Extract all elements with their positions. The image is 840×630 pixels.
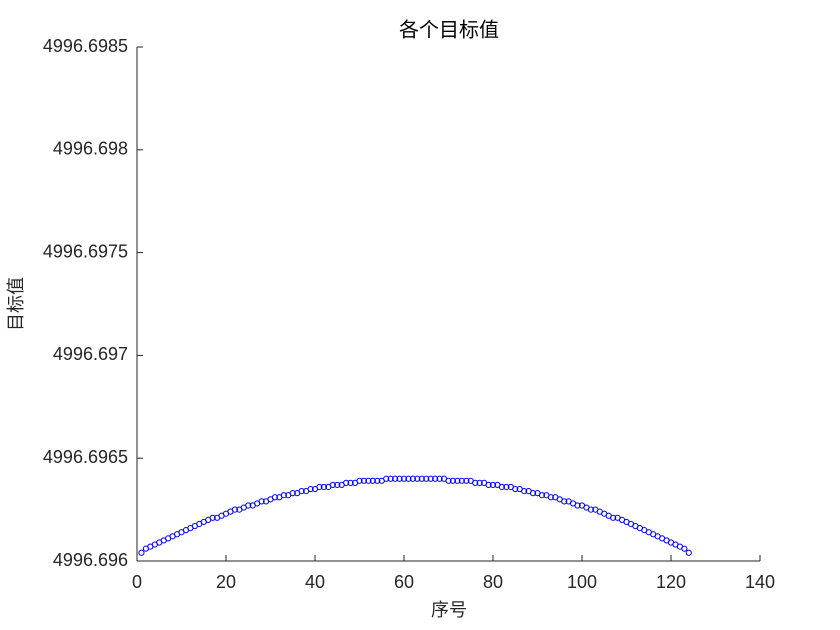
x-tick-label: 80 <box>483 572 503 592</box>
point <box>489 481 497 489</box>
point <box>392 475 399 482</box>
x-tick-label: 100 <box>567 572 597 592</box>
y-tick-label: 4996.6965 <box>43 447 128 467</box>
point <box>432 475 439 482</box>
y-axis-label: 目标值 <box>6 277 26 331</box>
point <box>436 475 443 482</box>
point <box>356 477 363 484</box>
x-tick-label: 20 <box>216 572 236 592</box>
point <box>383 475 390 482</box>
y-tick-label: 4996.697 <box>53 344 128 364</box>
point <box>316 483 323 491</box>
point <box>271 494 279 501</box>
point <box>258 498 265 505</box>
point <box>498 483 505 491</box>
x-tick-label: 0 <box>132 572 142 592</box>
point <box>472 479 479 486</box>
point <box>360 477 368 484</box>
point <box>298 487 305 495</box>
point <box>454 477 461 484</box>
y-tick-label: 4996.698 <box>53 139 128 159</box>
point <box>245 502 252 509</box>
point <box>503 483 510 491</box>
point <box>521 487 528 495</box>
point <box>307 485 314 493</box>
point <box>369 477 376 484</box>
y-tick-label: 4996.6985 <box>43 36 128 56</box>
point <box>343 479 350 486</box>
point <box>476 479 483 486</box>
point <box>427 475 434 482</box>
point <box>289 490 296 497</box>
point <box>529 490 537 497</box>
point <box>365 477 372 484</box>
point <box>587 506 595 513</box>
point <box>231 506 238 513</box>
x-tick-label: 120 <box>656 572 686 592</box>
point <box>418 475 425 482</box>
point <box>561 498 568 505</box>
point <box>547 494 554 501</box>
y-tick-label: 4996.696 <box>53 550 128 570</box>
point <box>209 514 216 521</box>
point <box>485 481 492 489</box>
point <box>574 502 581 509</box>
point <box>423 475 430 482</box>
x-tick-label: 40 <box>305 572 325 592</box>
point <box>463 477 470 484</box>
point <box>280 492 287 499</box>
x-axis-label: 序号 <box>431 600 467 620</box>
y-tick-label: 4996.6975 <box>43 241 128 261</box>
point <box>610 514 617 521</box>
point <box>409 475 416 482</box>
point <box>681 545 688 552</box>
point <box>387 475 394 482</box>
point <box>512 485 519 493</box>
point <box>374 477 381 484</box>
point <box>414 475 421 482</box>
point <box>405 475 412 482</box>
point <box>329 481 336 489</box>
point <box>449 477 457 484</box>
point <box>400 475 408 482</box>
x-tick-label: 140 <box>745 572 775 592</box>
point <box>396 475 403 482</box>
point <box>334 481 341 489</box>
point <box>458 477 465 484</box>
x-tick-label: 60 <box>394 572 414 592</box>
chart-title: 各个目标值 <box>399 18 499 41</box>
point <box>685 549 692 556</box>
point <box>347 479 354 486</box>
point <box>538 492 546 499</box>
point <box>320 483 327 491</box>
point <box>138 549 145 556</box>
point <box>445 477 452 484</box>
